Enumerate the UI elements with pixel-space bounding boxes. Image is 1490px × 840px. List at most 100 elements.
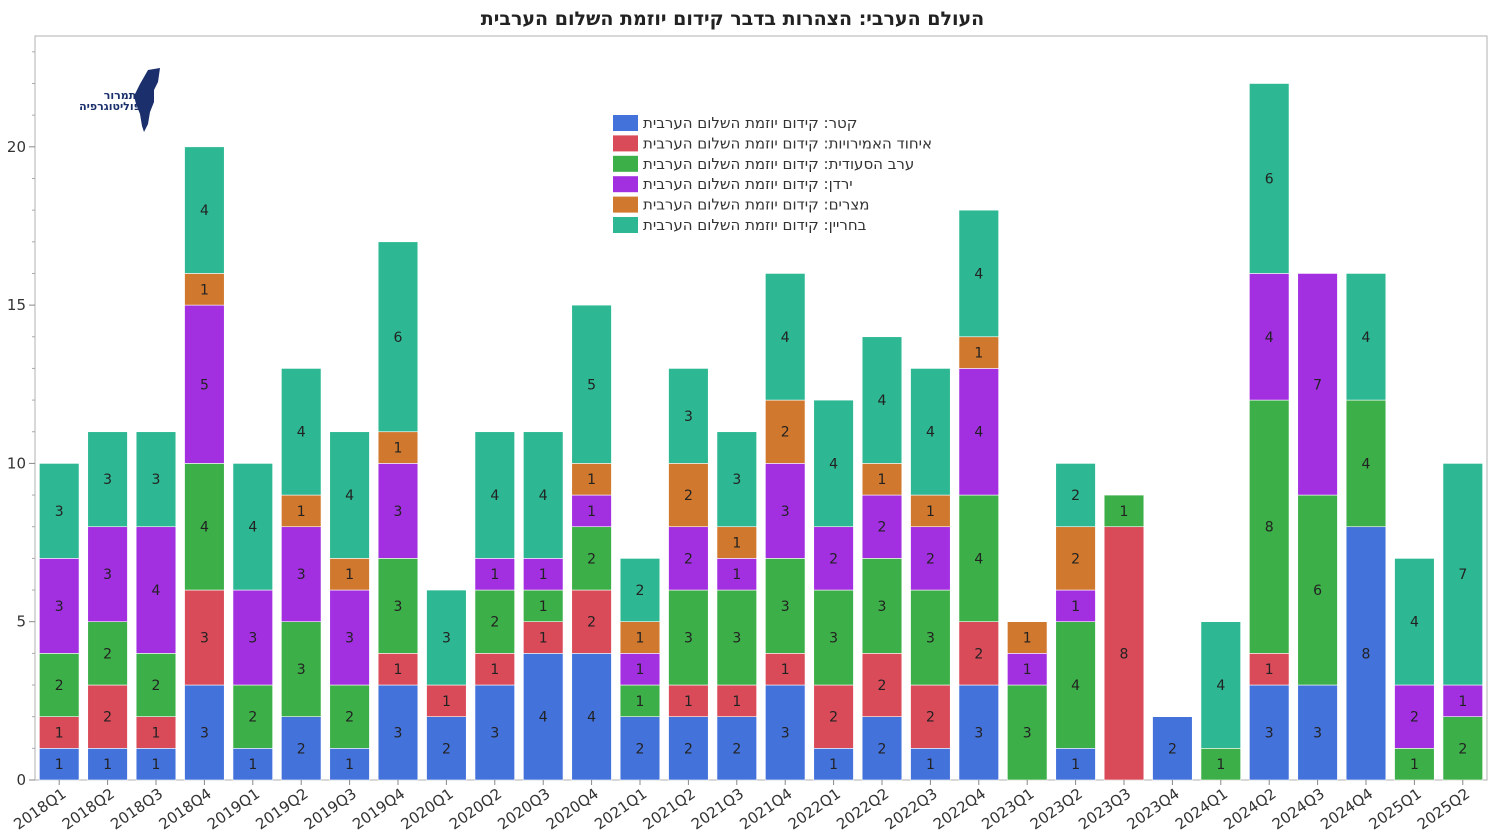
legend-swatch [613, 217, 638, 233]
data-label: 1 [297, 504, 306, 520]
bar-segment [184, 304, 225, 464]
bar-segment [1103, 526, 1145, 781]
bar-segment [861, 463, 903, 496]
chart-title: העולם הערבי: הצהרות בדבר קידום יוזמת השל… [480, 8, 985, 30]
bar-segment [377, 684, 419, 781]
data-label: 2 [684, 488, 693, 504]
data-label: 1 [1265, 662, 1274, 678]
data-label: 1 [926, 504, 935, 520]
x-tick-label: 2020Q1 [398, 785, 457, 834]
bar-segment [861, 336, 903, 464]
data-label: 1 [732, 694, 741, 710]
data-label: 2 [878, 520, 887, 536]
data-label: 2 [152, 678, 161, 694]
bar-segment [668, 589, 709, 686]
bar-segment [426, 589, 467, 686]
x-tick-label: 2020Q4 [543, 785, 602, 834]
data-label: 5 [200, 377, 209, 393]
data-label: 1 [345, 567, 354, 583]
data-label: 3 [1313, 726, 1322, 742]
data-label: 4 [1265, 330, 1274, 346]
data-label: 1 [587, 472, 596, 488]
data-label: 4 [587, 710, 596, 726]
y-axis: 0 5 10 15 20 [7, 51, 35, 789]
bar-segment [474, 589, 515, 654]
data-label: 6 [394, 330, 403, 346]
bar-segment [619, 621, 661, 654]
data-label: 2 [781, 425, 790, 441]
data-label: 4 [152, 583, 161, 599]
legend-label: קטר: קידום יוזמת השלום הערבית [643, 114, 857, 132]
data-label: 4 [200, 520, 209, 536]
bar-segment [184, 684, 225, 781]
legend-label: איחוד האמירויות: קידום יוזמת השלום הערבי… [643, 134, 932, 152]
bar-segment [571, 304, 612, 464]
data-label: 3 [829, 631, 838, 647]
plot-frame [34, 35, 1488, 781]
data-label: 1 [55, 757, 64, 773]
data-label: 2 [587, 615, 596, 631]
bar-segment [910, 589, 951, 686]
data-label: 1 [636, 694, 645, 710]
bar-segment [1345, 273, 1387, 401]
data-label: 3 [200, 726, 209, 742]
x-tick-label: 2019Q1 [204, 785, 263, 834]
x-tick-label: 2018Q3 [107, 785, 166, 834]
bar-segment [910, 684, 951, 749]
data-label: 1 [248, 757, 257, 773]
data-label: 1 [732, 567, 741, 583]
data-label: 4 [248, 520, 257, 536]
x-tick-label: 2021Q3 [688, 785, 747, 834]
x-tick-label: 2018Q2 [59, 785, 118, 834]
bar-segment [232, 684, 273, 749]
x-tick-label: 2024Q3 [1269, 785, 1328, 834]
bar-segment [39, 463, 80, 559]
data-label: 4 [1216, 678, 1225, 694]
bar-segment [1297, 273, 1338, 496]
data-label: 3 [103, 472, 112, 488]
x-tick-label: 2024Q1 [1172, 785, 1231, 834]
bar-segment [87, 684, 128, 749]
data-label: 1 [829, 757, 838, 773]
data-label: 4 [200, 203, 209, 219]
data-label: 1 [1071, 757, 1080, 773]
data-label: 3 [490, 726, 499, 742]
data-label: 2 [636, 583, 645, 599]
bar-segment [716, 431, 757, 528]
bar-segment [619, 716, 661, 781]
data-label: 2 [926, 710, 935, 726]
bars-group: 1 1 2 3 3 1 2 2 3 3 1 1 2 4 3 3 3 4 5 1 4 1 2 3 4 2 3 3 1 4 1 2 3 1 4 3 1 3 3 1… [39, 83, 1483, 781]
bar-segment [281, 526, 322, 623]
bar-segment [1394, 684, 1435, 749]
bar-segment [377, 463, 419, 559]
bar-segment [813, 748, 854, 781]
bar-segment [958, 209, 999, 338]
x-tick-label: 2018Q4 [156, 785, 215, 834]
data-label: 2 [829, 551, 838, 567]
bar-segment [668, 716, 709, 781]
bar-segment [523, 589, 564, 623]
bar-segment [1055, 526, 1096, 591]
data-label: 4 [878, 393, 887, 409]
data-label: 1 [684, 694, 693, 710]
data-label: 1 [442, 694, 451, 710]
bar-segment [765, 463, 806, 559]
bar-segment [377, 558, 419, 654]
data-label: 3 [926, 631, 935, 647]
data-label: 3 [781, 599, 790, 615]
data-label: 3 [1023, 726, 1032, 742]
data-label: 1 [732, 536, 741, 552]
legend-swatch [613, 155, 638, 172]
bar-segment [1007, 621, 1048, 654]
x-axis: 2018Q12018Q22018Q32018Q42019Q12019Q22019… [10, 780, 1473, 833]
bar-segment [1345, 399, 1387, 528]
data-label: 2 [878, 741, 887, 757]
bar-segment [571, 494, 612, 528]
data-label: 2 [1071, 551, 1080, 567]
data-label: 2 [1071, 488, 1080, 504]
bar-segment [1103, 494, 1145, 528]
bar-segment [474, 431, 515, 559]
bar-segment [1152, 716, 1193, 781]
data-label: 2 [587, 551, 596, 567]
bar-segment [571, 526, 612, 591]
